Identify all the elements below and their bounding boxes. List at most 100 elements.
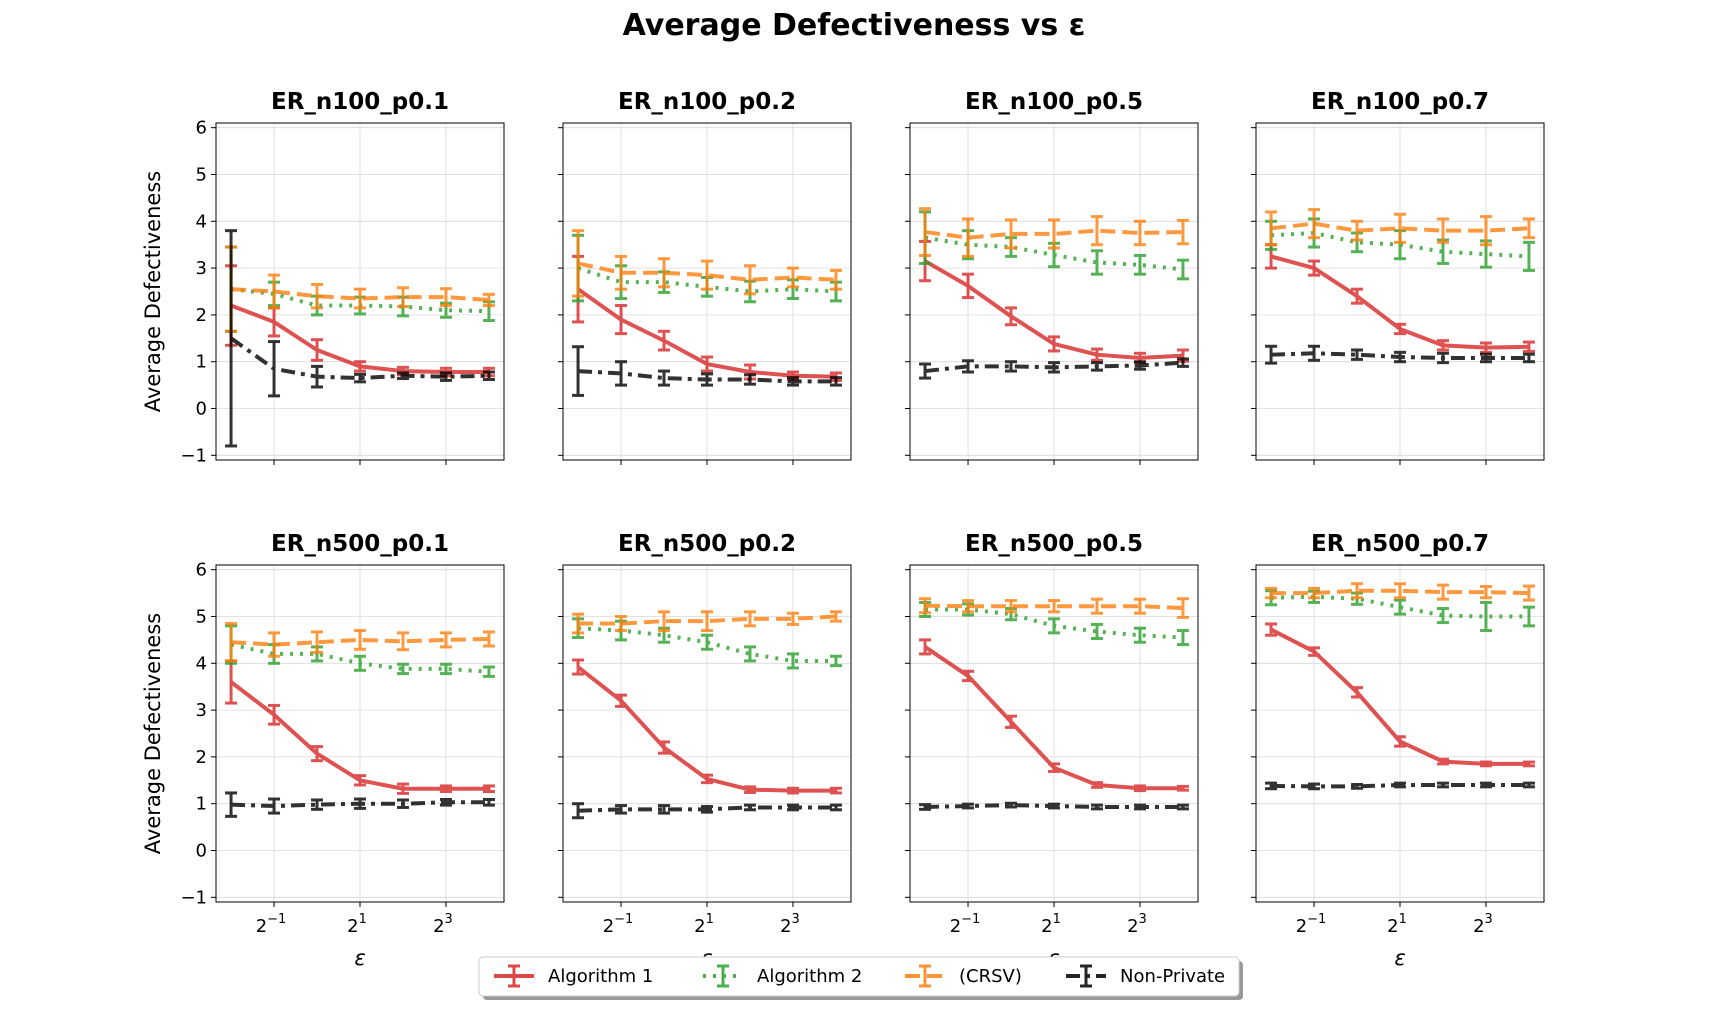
legend-entry-Algorithm 1 [494,964,534,988]
errorbar [615,693,628,708]
series-(CRSV) [919,597,1189,619]
errorbar [1048,361,1060,374]
errorbar [1176,803,1189,811]
errorbar [396,798,409,809]
errorbar [482,292,495,308]
errorbar [1005,218,1018,250]
errorbar [1351,348,1364,361]
series-Non-Private [225,791,495,818]
series-(CRSV) [919,207,1189,258]
y-tick-label: 4 [196,653,207,674]
errorbar [1436,757,1449,766]
errorbar [1479,600,1492,633]
errorbar [1394,212,1406,244]
subplot-title: ER_n100_p0.7 [1311,89,1489,115]
errorbar [615,360,628,387]
errorbar [225,659,238,705]
errorbar [1133,360,1146,371]
errorbar [1176,597,1189,619]
x-tick-label: 21 [1387,912,1407,937]
errorbar [829,268,842,291]
errorbar [268,703,281,726]
errorbar [829,786,842,795]
errorbar [1351,219,1364,242]
errorbar [439,371,452,382]
errorbar [1308,782,1321,791]
errorbar [311,338,324,362]
y-axis-label: Average Defectiveness [141,613,165,854]
errorbar [1522,760,1535,768]
errorbar [1522,217,1535,240]
errorbar [1308,586,1321,600]
errorbar [1133,219,1146,247]
series-(CRSV) [572,229,842,298]
errorbar [1436,339,1449,352]
figure-title: Average Defectiveness vs ε [623,8,1086,43]
errorbar [919,638,932,656]
legend-label: Non-Private [1120,966,1225,987]
errorbar [919,362,932,380]
errorbar [1522,584,1535,602]
series-Non-Private [919,357,1189,380]
errorbar [396,371,409,381]
errorbar [1308,208,1321,240]
errorbar [1522,340,1535,353]
errorbar [1265,622,1278,637]
errorbar [1133,803,1146,811]
legend-box [478,956,1240,997]
errorbar [658,610,671,633]
x-tick-label: 21 [1041,912,1061,937]
x-tick-label: 23 [1473,912,1493,937]
errorbar [786,376,799,387]
errorbar [482,630,495,648]
subplot-title: ER_n100_p0.5 [965,89,1143,115]
errorbar [1436,217,1449,244]
errorbar [658,740,671,755]
subplot-title: ER_n500_p0.7 [1311,531,1489,557]
errorbar [225,229,238,448]
errorbar [829,610,842,623]
errorbar [1479,215,1492,247]
errorbar [1048,335,1060,353]
x-tick-label: 21 [694,912,714,937]
errorbar [1351,287,1364,305]
errorbar [743,373,756,386]
errorbar [439,784,452,794]
errorbar [1479,352,1492,364]
errorbar [1090,622,1103,640]
errorbar [1176,784,1189,792]
errorbar [354,360,366,373]
x-axis-label: ε [1394,946,1405,970]
errorbar [615,304,628,336]
errorbar [311,282,324,310]
errorbar [1048,802,1060,810]
errorbar [396,286,409,308]
errorbar [439,662,452,676]
errorbar [1090,803,1103,811]
errorbar [743,803,756,812]
errorbar [1090,361,1103,372]
errorbar [439,797,452,807]
x-tick-label: 2−1 [950,912,981,937]
errorbar [786,786,799,795]
errorbar [743,785,756,794]
errorbar [1479,585,1492,600]
errorbar [482,370,495,381]
y-tick-label: 5 [196,164,207,185]
errorbar [1522,352,1535,364]
errorbar [1436,607,1449,625]
subplot-title: ER_n100_p0.1 [271,89,449,115]
errorbar [396,782,409,795]
x-tick-label: 23 [1127,912,1147,937]
series-Non-Private [919,801,1189,811]
errorbar [1394,598,1406,616]
y-tick-label: −1 [180,887,207,908]
errorbar [482,797,495,807]
errorbar [572,345,585,397]
errorbar [439,287,452,308]
x-tick-label: 2−1 [256,912,287,937]
y-tick-label: 2 [196,305,207,326]
errorbar [1005,599,1018,614]
errorbar [1048,218,1060,250]
